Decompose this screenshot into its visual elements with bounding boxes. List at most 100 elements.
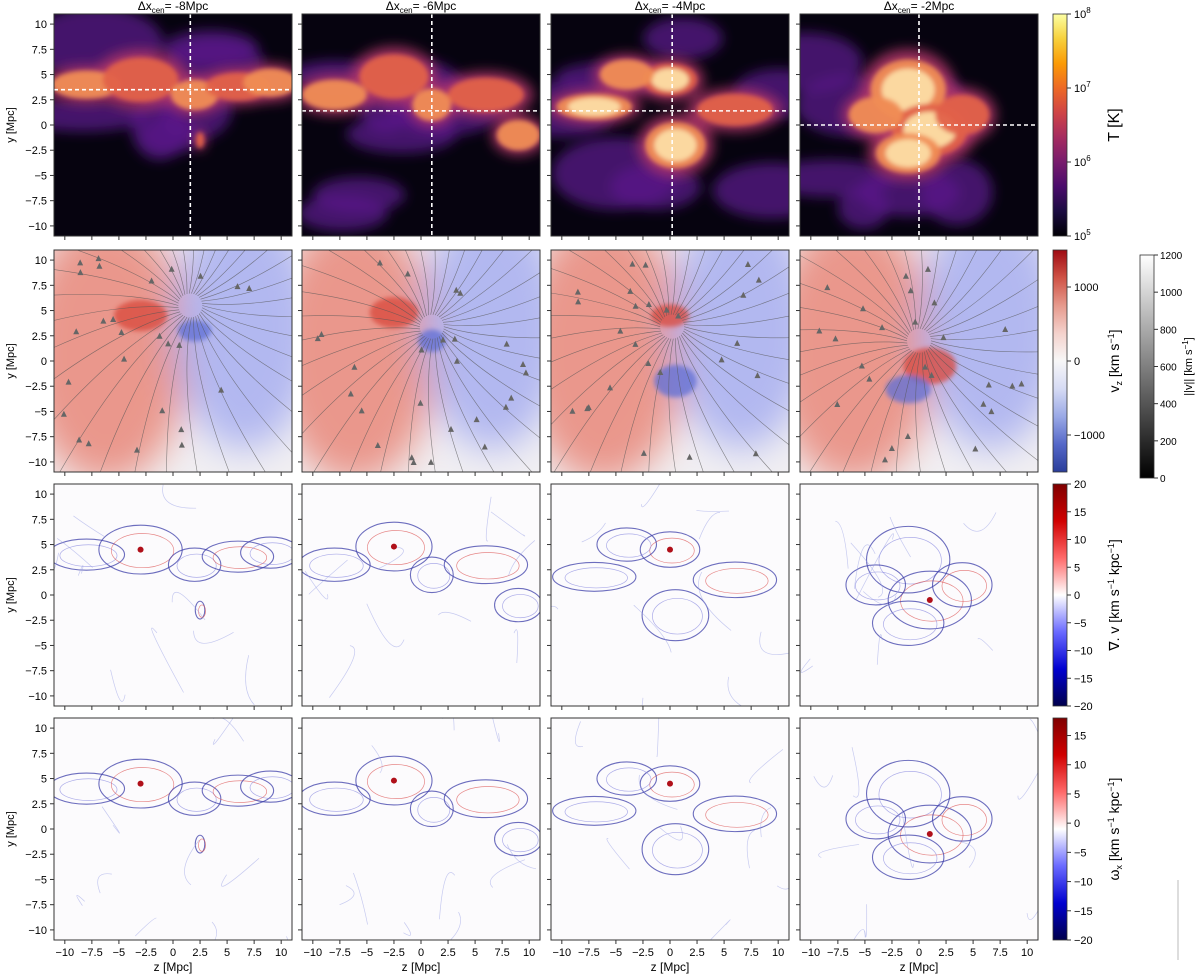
filament-line: [606, 838, 630, 870]
panel-image: [551, 14, 789, 236]
filament-line: [1026, 909, 1038, 920]
x-tick-label: 5: [224, 947, 230, 959]
hot-blob: [599, 59, 654, 90]
streamline: [930, 340, 1038, 353]
streamline-arrow: [734, 339, 741, 346]
streamline: [441, 272, 540, 321]
hot-gas: [54, 57, 292, 149]
x-tick-label: −7.5: [329, 947, 351, 959]
y-tick-label: 2.5: [32, 331, 47, 343]
streamline-arrow: [404, 270, 411, 277]
streamline: [683, 330, 789, 384]
streamline: [648, 338, 672, 472]
shock-contours: [800, 512, 997, 673]
streamline: [430, 250, 436, 315]
y-tick-label: −7.5: [25, 666, 47, 678]
contour-ring: [302, 781, 371, 816]
contour-ring: [176, 787, 217, 812]
filament-line: [490, 511, 526, 537]
streamline-arrow: [645, 360, 652, 367]
colorbar-tick-label: −20: [1074, 935, 1093, 947]
streamline: [54, 306, 179, 321]
streamline: [193, 317, 230, 472]
core-velocity-blob: [654, 364, 697, 398]
panel-ticks: [547, 259, 779, 476]
panel-ticks: [298, 259, 530, 476]
y-axis-label: y [Mpc]: [5, 577, 17, 612]
streamline: [925, 350, 1007, 472]
streamline-arrow: [824, 284, 831, 291]
streamline-arrow: [165, 340, 172, 347]
x-tick-label: 0: [667, 947, 673, 959]
contour-ring: [443, 779, 529, 819]
streamline: [198, 313, 292, 412]
streamline-arrow: [77, 259, 84, 266]
streamline: [677, 250, 723, 317]
panel-velocity_z-dx-4: [547, 249, 790, 476]
streamline-arrow: [121, 355, 128, 362]
contour-ring: [309, 553, 364, 578]
hottest-core: [881, 68, 935, 111]
hot-blob: [448, 77, 524, 112]
streamline: [677, 337, 735, 472]
streamline-arrow: [110, 315, 117, 322]
streamline-arrow: [481, 443, 488, 450]
filament-line: [449, 911, 461, 940]
streamline-arrow: [73, 328, 80, 335]
filament-line: [97, 873, 112, 894]
streamline-arrow: [888, 445, 895, 452]
panel-vorticity_x-dx-2: [796, 717, 1039, 944]
streamline: [441, 332, 540, 407]
streamline: [929, 279, 1038, 335]
streamline: [668, 338, 676, 472]
streamline-arrow: [985, 381, 992, 388]
filament-line: [403, 922, 412, 936]
filament-line: [489, 859, 526, 888]
contour-ring: [639, 531, 701, 568]
filament-line: [439, 872, 456, 920]
filament-line: [963, 512, 997, 532]
core-velocity-blob: [651, 304, 689, 327]
contour-ring: [443, 545, 529, 585]
panels-layer: [50, 13, 1039, 944]
streamline-arrow: [866, 375, 873, 382]
contour-ring: [887, 804, 973, 864]
streamline-arrow: [1018, 380, 1025, 387]
streamline: [680, 250, 773, 319]
streamline-arrow: [453, 357, 460, 364]
hot-blob: [195, 132, 205, 149]
streamline: [904, 250, 917, 330]
streamline: [363, 250, 424, 319]
colorbar-streamline-speed: 1200 1000 800 600 400 200 0 ||v|| [km s−1]: [1139, 251, 1195, 485]
streamline-arrow: [418, 346, 425, 353]
panel-image: [302, 250, 540, 472]
filament-line: [485, 496, 492, 542]
contour-ring: [596, 761, 658, 796]
streamline: [159, 250, 184, 297]
contour-ring: [692, 561, 778, 599]
streamline: [919, 250, 939, 329]
contour-ring: [883, 608, 938, 641]
colorbar-tick-label: 800: [1160, 325, 1177, 336]
hottest-core: [567, 97, 621, 117]
contour-ring: [871, 600, 945, 647]
panel-image: [800, 14, 1038, 236]
contour-ring: [54, 538, 126, 571]
streamline: [800, 329, 908, 342]
y-tick-label: 0: [41, 590, 47, 602]
filament-line: [709, 919, 731, 940]
column-title: Δxcen= -2Mpc: [884, 0, 955, 15]
shock-contours: [54, 718, 292, 940]
panel-image: [800, 718, 1038, 940]
filament-line: [656, 718, 660, 757]
panel-vorticity_x-dx-6: [298, 717, 541, 944]
panel-ticks: [796, 493, 1028, 710]
colorbar-tick-label: 1000: [1160, 288, 1183, 299]
streamline-arrow: [832, 335, 839, 342]
streamline: [679, 336, 773, 472]
colorbar-label: ωx [km s−1 kpc−1]: [1106, 778, 1124, 881]
shock-contours: [302, 496, 540, 698]
streamline: [800, 346, 909, 403]
streamline-arrow: [408, 454, 415, 461]
contour-ring: [705, 802, 769, 828]
